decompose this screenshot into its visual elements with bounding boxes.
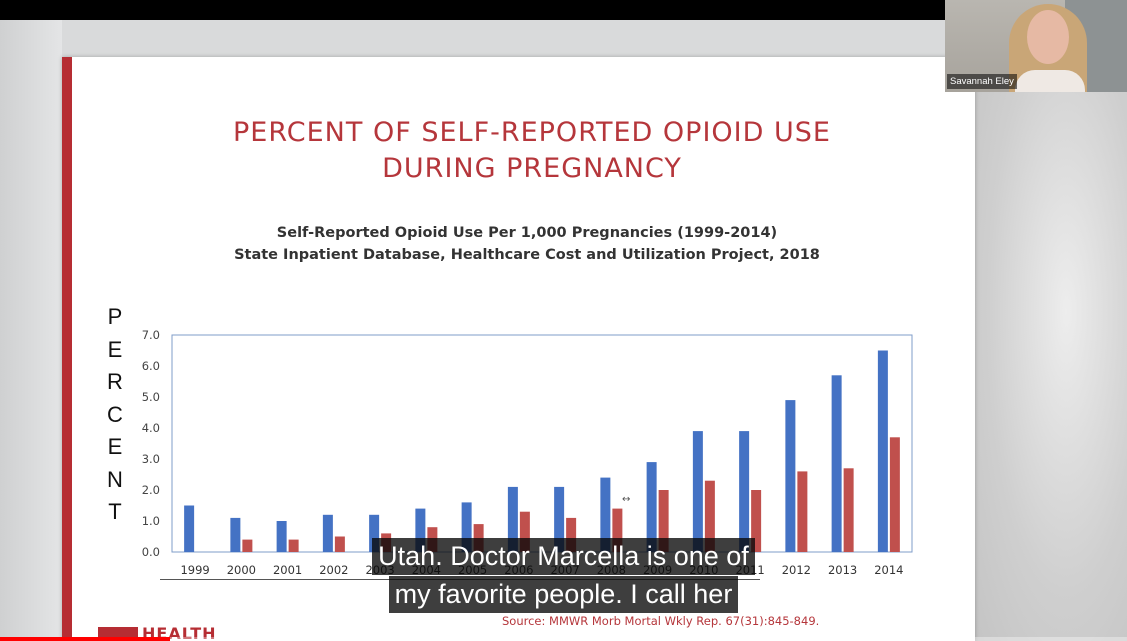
bar-blue — [646, 462, 657, 552]
bar-blue — [831, 375, 842, 552]
bar-red — [704, 480, 715, 552]
y-axis-label-letter: T — [108, 499, 122, 524]
x-tick-label: 2014 — [874, 563, 903, 577]
bar-blue — [507, 486, 518, 552]
y-tick-label: 6.0 — [142, 359, 160, 373]
x-tick-label: 2013 — [828, 563, 857, 577]
chart-title-line2: State Inpatient Database, Healthcare Cos… — [234, 247, 820, 263]
bar-blue — [322, 514, 333, 552]
y-tick-label: 7.0 — [142, 328, 160, 342]
bar-blue — [276, 521, 287, 552]
video-progress-track[interactable] — [170, 637, 1127, 641]
x-tick-label: 2002 — [319, 563, 348, 577]
bar-red — [288, 539, 299, 552]
bar-red — [797, 471, 808, 552]
caption-text-1: Utah. Doctor Marcella is one of — [372, 538, 755, 575]
slide-title-line2: DURING PREGNANCY — [382, 153, 682, 184]
background-right — [975, 92, 1127, 641]
y-axis-label-letter: N — [107, 466, 123, 492]
bar-blue — [461, 502, 472, 552]
y-axis-label-letter: E — [107, 336, 123, 362]
bar-blue — [415, 508, 426, 552]
y-axis-label-letter: C — [107, 401, 123, 427]
background-left — [0, 20, 62, 641]
participant-face — [1027, 10, 1069, 64]
bar-red — [612, 508, 623, 552]
slide-title-line1: PERCENT OF SELF-REPORTED OPIOID USE — [233, 117, 831, 148]
bar-red — [751, 490, 762, 552]
cursor-icon: ↔ — [622, 494, 630, 505]
bar-red — [519, 511, 530, 552]
bar-blue — [739, 431, 750, 552]
bar-red — [843, 468, 854, 552]
x-tick-label: 2001 — [273, 563, 302, 577]
bar-red — [242, 539, 253, 552]
caption-text-2: my favorite people. I call her — [388, 576, 739, 613]
slide-accent-bar — [62, 57, 72, 641]
y-tick-label: 0.0 — [142, 545, 160, 559]
caption-line1: Utah. Doctor Marcella is one of — [0, 538, 1127, 575]
y-tick-label: 3.0 — [142, 452, 160, 466]
bar-red — [658, 490, 669, 552]
x-tick-label: 2012 — [782, 563, 811, 577]
bar-blue — [600, 477, 611, 552]
y-axis-label-letter: R — [107, 369, 123, 394]
chart-title-line1: Self-Reported Opioid Use Per 1,000 Pregn… — [276, 225, 778, 241]
bar-red — [566, 517, 577, 552]
caption-line2: my favorite people. I call her — [0, 576, 1127, 613]
video-progress-bar[interactable] — [0, 637, 170, 641]
y-tick-label: 2.0 — [142, 483, 160, 497]
y-tick-label: 4.0 — [142, 421, 160, 435]
bar-blue — [369, 514, 380, 552]
bar-blue — [230, 517, 241, 552]
y-tick-label: 5.0 — [142, 390, 160, 404]
participant-shirt — [1015, 70, 1085, 92]
participant-video-tile[interactable]: Savannah Eley — [945, 0, 1127, 92]
y-axis-label-letter: P — [107, 304, 123, 329]
top-bar — [0, 0, 1127, 20]
source-citation: Source: MMWR Morb Mortal Wkly Rep. 67(31… — [502, 614, 820, 628]
y-axis-label-letter: E — [107, 434, 123, 459]
x-tick-label: 2000 — [227, 563, 256, 577]
y-tick-label: 1.0 — [142, 514, 160, 528]
bar-red — [889, 437, 900, 552]
bar-blue — [877, 350, 888, 552]
bar-blue — [785, 400, 796, 552]
bar-red — [334, 536, 345, 552]
bar-blue — [184, 505, 195, 552]
bar-blue — [692, 431, 703, 552]
participant-name-label: Savannah Eley — [947, 74, 1017, 89]
x-tick-label: 1999 — [180, 563, 209, 577]
bar-blue — [554, 486, 565, 552]
presentation-slide: PERCENT OF SELF-REPORTED OPIOID USE DURI… — [62, 57, 975, 641]
